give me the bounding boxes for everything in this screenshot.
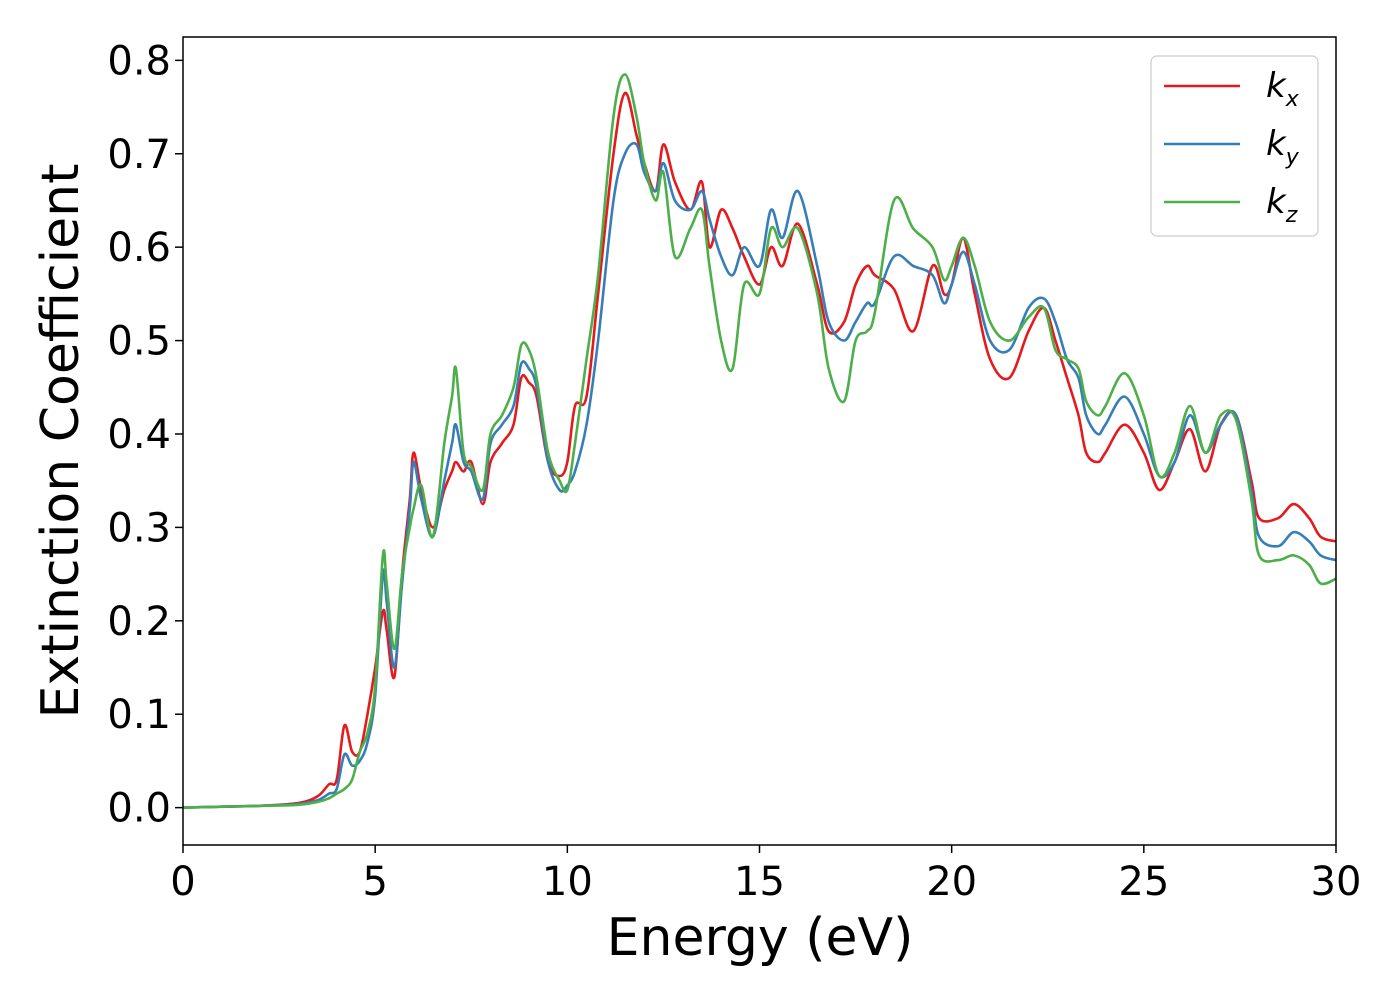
y-tick-label: 0.8 bbox=[107, 38, 171, 84]
x-tick-label: 5 bbox=[362, 859, 387, 905]
y-tick-label: 0.4 bbox=[107, 412, 171, 458]
y-tick-label: 0.0 bbox=[107, 786, 171, 832]
y-axis: 0.0 0.1 0.2 0.3 0.4 0.5 0.6 0.7 0.8 bbox=[107, 38, 183, 832]
series-layer bbox=[182, 73, 1337, 809]
y-tick-label: 0.3 bbox=[107, 505, 171, 551]
x-axis: 0 5 10 15 20 25 30 bbox=[170, 845, 1361, 905]
x-tick-label: 20 bbox=[926, 859, 977, 905]
x-tick-label: 30 bbox=[1311, 859, 1362, 905]
x-tick-label: 0 bbox=[170, 859, 195, 905]
y-tick-label: 0.5 bbox=[107, 319, 171, 365]
legend-box bbox=[1150, 55, 1319, 237]
y-tick-label: 0.1 bbox=[107, 692, 171, 738]
y-axis-title: Extinction Coefficient bbox=[31, 164, 91, 719]
x-tick-label: 10 bbox=[542, 859, 593, 905]
series-line-kz bbox=[182, 73, 1337, 809]
y-tick-label: 0.7 bbox=[107, 132, 171, 178]
x-tick-label: 25 bbox=[1118, 859, 1169, 905]
x-tick-label: 15 bbox=[734, 859, 785, 905]
y-tick-label: 0.6 bbox=[107, 225, 171, 271]
x-axis-title: Energy (eV) bbox=[607, 908, 914, 968]
y-tick-label: 0.2 bbox=[107, 599, 171, 645]
